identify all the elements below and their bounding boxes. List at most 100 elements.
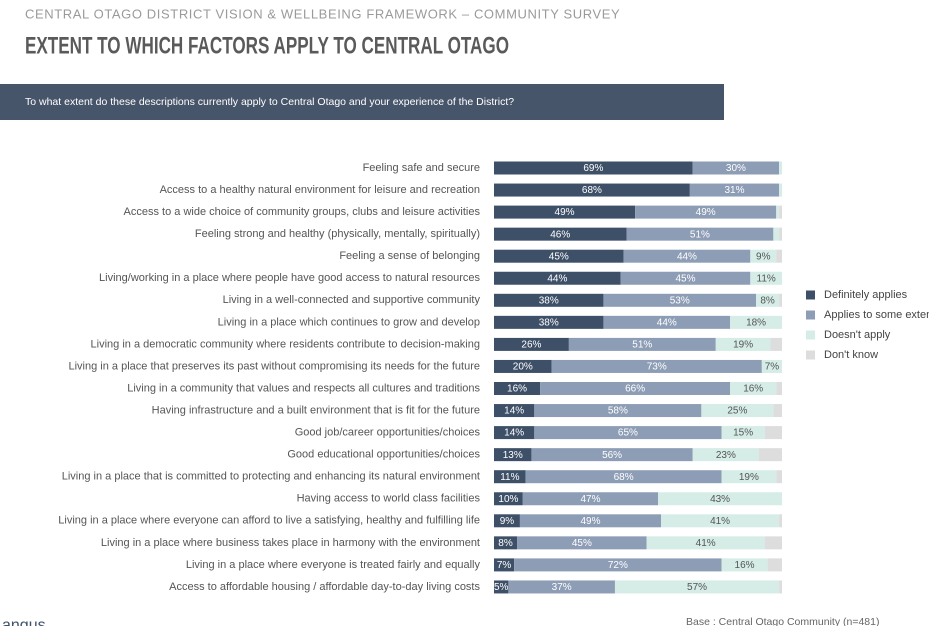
value-label: 43%	[710, 494, 730, 505]
bar-segment	[525, 470, 722, 484]
bar-segment	[646, 536, 765, 550]
value-label: 45%	[676, 273, 696, 284]
value-label: 41%	[696, 538, 716, 549]
bar-segment	[776, 470, 782, 484]
value-label: 19%	[733, 340, 753, 351]
bar-segment	[534, 404, 702, 418]
bar-segment	[494, 470, 526, 484]
category-label: Feeling strong and healthy (physically, …	[195, 228, 480, 240]
value-label: 38%	[539, 317, 559, 328]
bar-segment	[776, 382, 782, 395]
bar-segment	[494, 183, 690, 197]
category-label: Access to affordable housing / affordabl…	[169, 581, 480, 593]
bar-segment	[494, 205, 636, 219]
bar-segment	[758, 448, 782, 462]
value-label: 44%	[547, 273, 567, 284]
bar-segment	[776, 249, 782, 263]
bar-segment	[494, 558, 515, 572]
bar-segment	[701, 404, 774, 418]
bar-segment	[494, 514, 520, 528]
bar-segment	[626, 227, 774, 241]
bar-segment	[750, 271, 782, 285]
bar-segment	[531, 448, 693, 462]
bar-segment	[779, 293, 782, 307]
bar-segment	[779, 205, 782, 219]
bar-segment	[614, 580, 780, 594]
bar-segment	[623, 249, 751, 263]
bar-segment	[776, 205, 780, 219]
value-label: 16%	[735, 560, 755, 571]
value-label: 9%	[500, 516, 515, 527]
category-label: Living in a place where everyone can aff…	[58, 515, 480, 527]
value-label: 10%	[498, 494, 518, 505]
bar-segment	[494, 536, 518, 550]
bar-segment	[730, 315, 782, 329]
value-label: 20%	[513, 362, 533, 373]
question: To what extent do these descriptions cur…	[25, 96, 514, 108]
base-note: Base : Central Otago Community (n=481)	[686, 616, 879, 626]
bar-segment	[494, 426, 535, 440]
bar-segment	[692, 161, 780, 175]
bar-segment	[494, 448, 532, 462]
bar-segment	[494, 161, 693, 175]
legend-label: Applies to some extent	[824, 309, 929, 321]
category-label: Good job/career opportunities/choices	[295, 427, 481, 439]
value-label: 8%	[760, 295, 775, 306]
bar-segment	[508, 580, 615, 594]
value-label: 44%	[657, 317, 677, 328]
legend-swatch	[806, 310, 815, 320]
bar-segment	[494, 492, 523, 506]
value-label: 57%	[687, 582, 707, 593]
bar-segment	[756, 293, 780, 307]
category-label: Having access to world class facilities	[297, 493, 481, 505]
category-label: Living in a well-connected and supportiv…	[223, 294, 481, 306]
value-label: 65%	[618, 428, 638, 439]
value-label: 13%	[503, 450, 523, 461]
category-label: Living in a place that preserves its pas…	[69, 360, 481, 372]
bar-segment	[779, 183, 782, 197]
bar-segment	[494, 227, 627, 241]
value-label: 14%	[504, 406, 524, 417]
value-label: 11%	[757, 273, 776, 284]
bar-segment	[715, 337, 771, 351]
bar-segment	[692, 448, 759, 462]
bar-segment	[603, 293, 757, 307]
value-label: 15%	[733, 428, 753, 439]
value-label: 68%	[582, 185, 602, 196]
title: EXTENT TO WHICH FACTORS APPLY TO CENTRAL…	[25, 32, 509, 59]
legend-label: Doesn't apply	[824, 329, 891, 341]
kicker: CENTRAL OTAGO DISTRICT VISION & WELLBEIN…	[25, 6, 620, 21]
bar-segment	[635, 205, 777, 219]
bar-segment	[540, 382, 731, 395]
value-label: 44%	[677, 251, 697, 262]
value-label: 49%	[555, 207, 575, 218]
category-label: Access to a wide choice of community gro…	[124, 206, 481, 218]
bar-segment	[517, 536, 647, 550]
bar-segment	[689, 183, 780, 197]
bar-segment	[730, 382, 777, 395]
value-label: 51%	[690, 229, 710, 240]
value-label: 23%	[716, 450, 736, 461]
bar-segment	[494, 337, 569, 351]
category-label: Having infrastructure and a built enviro…	[152, 404, 480, 416]
value-label: 46%	[550, 229, 570, 240]
bar-segment	[494, 580, 509, 594]
value-label: 69%	[583, 163, 603, 174]
value-label: 37%	[552, 582, 572, 593]
bar-segment	[551, 359, 762, 373]
value-label: 45%	[549, 251, 569, 262]
legend-swatch	[806, 290, 815, 300]
value-label: 38%	[539, 295, 559, 306]
category-label: Feeling a sense of belonging	[339, 250, 480, 262]
bar-segment	[534, 426, 722, 440]
value-label: 8%	[498, 538, 513, 549]
bar-segment	[721, 558, 768, 572]
bar-segment	[494, 382, 541, 395]
value-label: 49%	[580, 516, 600, 527]
bar-segment	[522, 492, 659, 506]
category-label: Living in a place which continues to gro…	[218, 316, 480, 328]
bar-segment	[721, 426, 765, 440]
value-label: 9%	[756, 251, 771, 262]
question-banner	[0, 84, 724, 120]
